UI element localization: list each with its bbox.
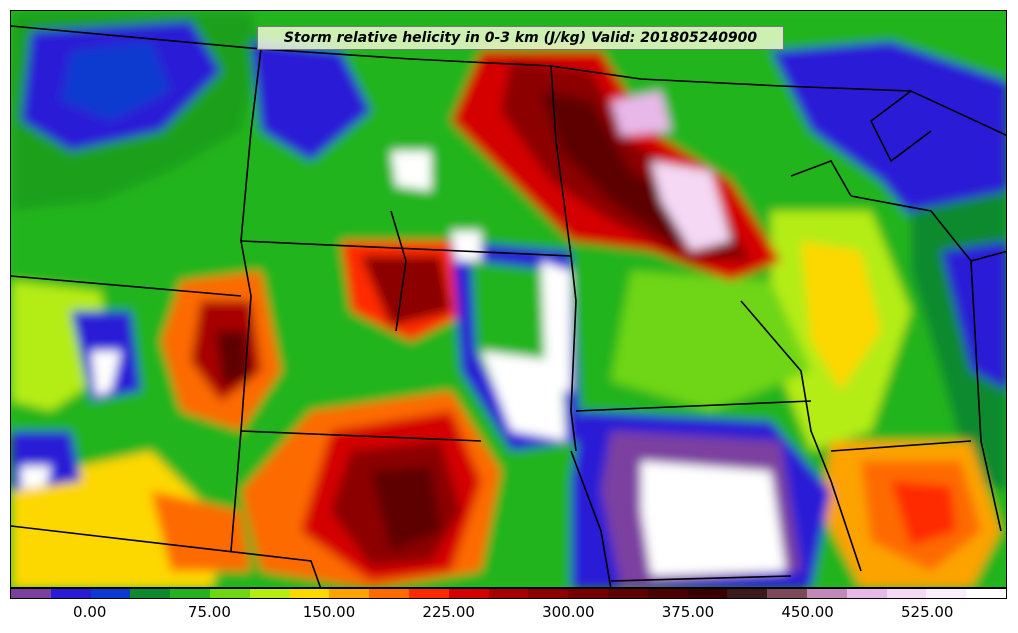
colorbar-segment <box>50 589 91 598</box>
colorbar-segment <box>209 589 250 598</box>
colorbar-tick-label: 300.00 <box>542 603 595 621</box>
colorbar-segment <box>289 589 330 598</box>
colorbar-segment <box>130 589 171 598</box>
colorbar-segment <box>846 589 887 598</box>
colorbar-segment <box>329 589 370 598</box>
colorbar-segment <box>170 589 210 598</box>
colorbar-segment <box>249 589 290 598</box>
colorbar-tick-label: 0.00 <box>73 603 107 621</box>
colorbar-segment <box>687 589 728 598</box>
helicity-map <box>11 11 1006 587</box>
colorbar-tick-label: 525.00 <box>900 603 954 621</box>
state-borders <box>11 25 1006 587</box>
colorbar-segment <box>488 589 529 598</box>
colorbar-segment <box>886 589 927 598</box>
colorbar-tick-label: 225.00 <box>422 603 475 621</box>
colorbar-tick-label: 450.00 <box>781 603 834 621</box>
colorbar-segment <box>568 589 608 598</box>
colorbar-segment <box>369 589 409 598</box>
colorbar-segment <box>90 589 131 598</box>
colorbar-segment <box>448 589 489 598</box>
helicity-field <box>11 11 1006 587</box>
map-title: Storm relative helicity in 0-3 km (J/kg)… <box>257 26 784 50</box>
colorbar <box>10 588 1007 599</box>
colorbar-tick-label: 75.00 <box>187 603 231 621</box>
colorbar-segment <box>806 589 847 598</box>
colorbar-tick-label: 150.00 <box>302 603 356 621</box>
colorbar-segment <box>767 589 807 598</box>
colorbar-segment <box>528 589 569 598</box>
colorbar-segment <box>647 589 688 598</box>
colorbar-tick-label: 375.00 <box>661 603 715 621</box>
colorbar-segment <box>926 589 967 598</box>
colorbar-segment <box>727 589 768 598</box>
colorbar-segment <box>11 589 51 598</box>
colorbar-tick-labels: 0.00 75.00 150.00 225.00 300.00 375.00 450.00 5… <box>10 603 1007 623</box>
colorbar-segment <box>408 589 449 598</box>
colorbar-segment <box>607 589 648 598</box>
colorbar-segment <box>966 589 1006 598</box>
map-panel: Storm relative helicity in 0-3 km (J/kg)… <box>10 10 1007 588</box>
